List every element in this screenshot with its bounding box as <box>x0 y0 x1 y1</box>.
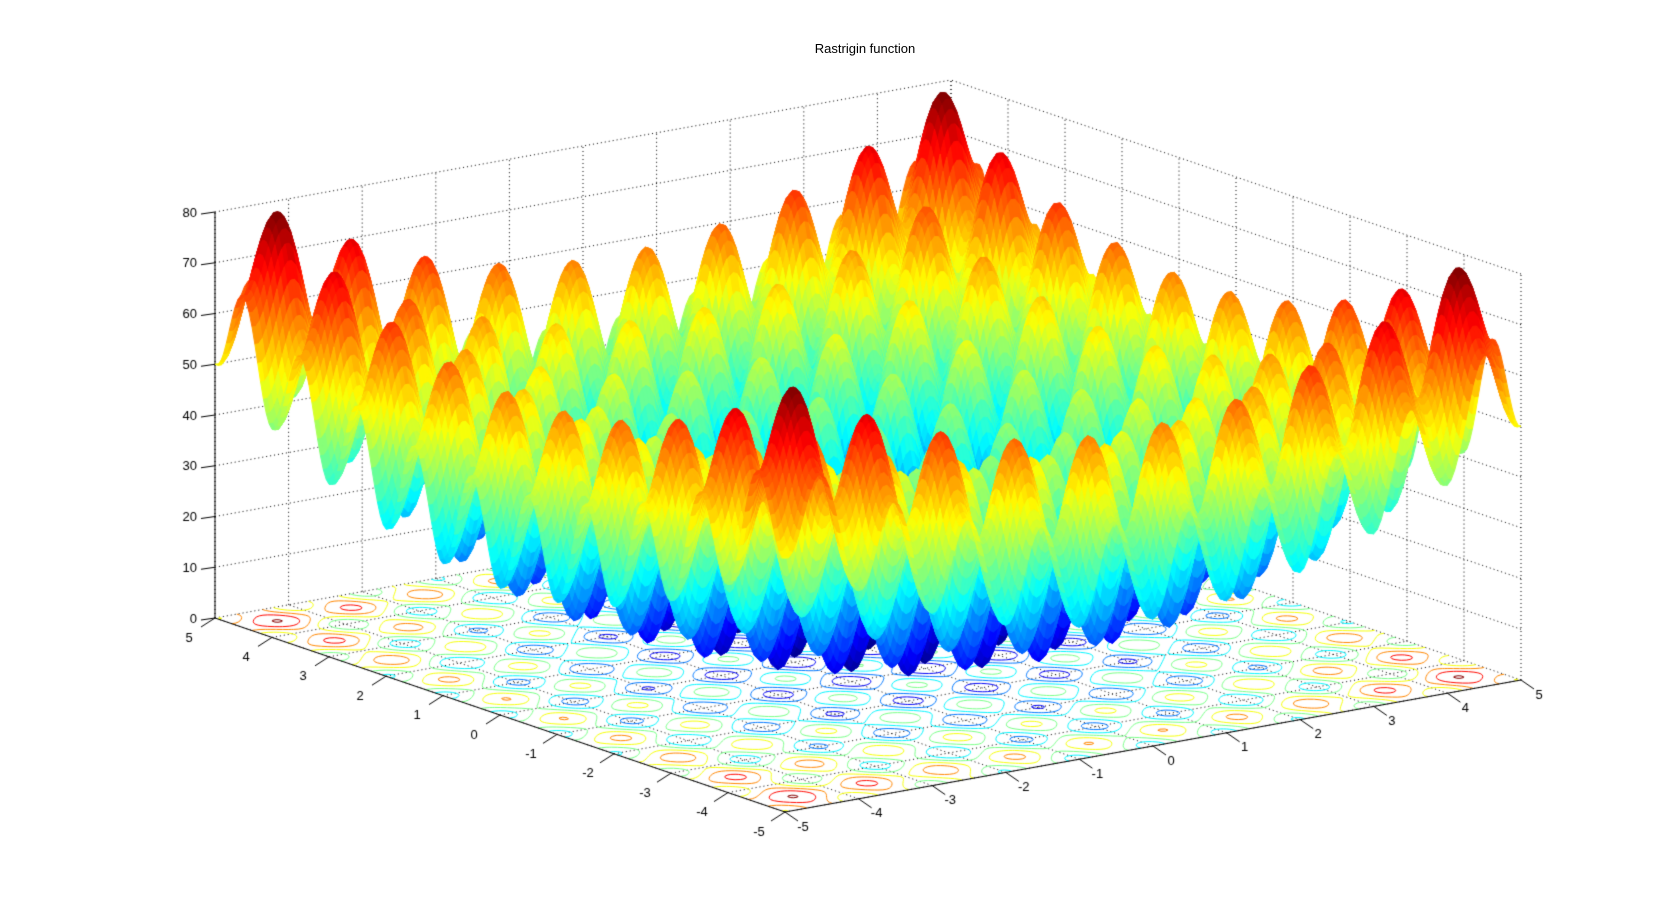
chart-title: Rastrigin function <box>814 41 916 56</box>
